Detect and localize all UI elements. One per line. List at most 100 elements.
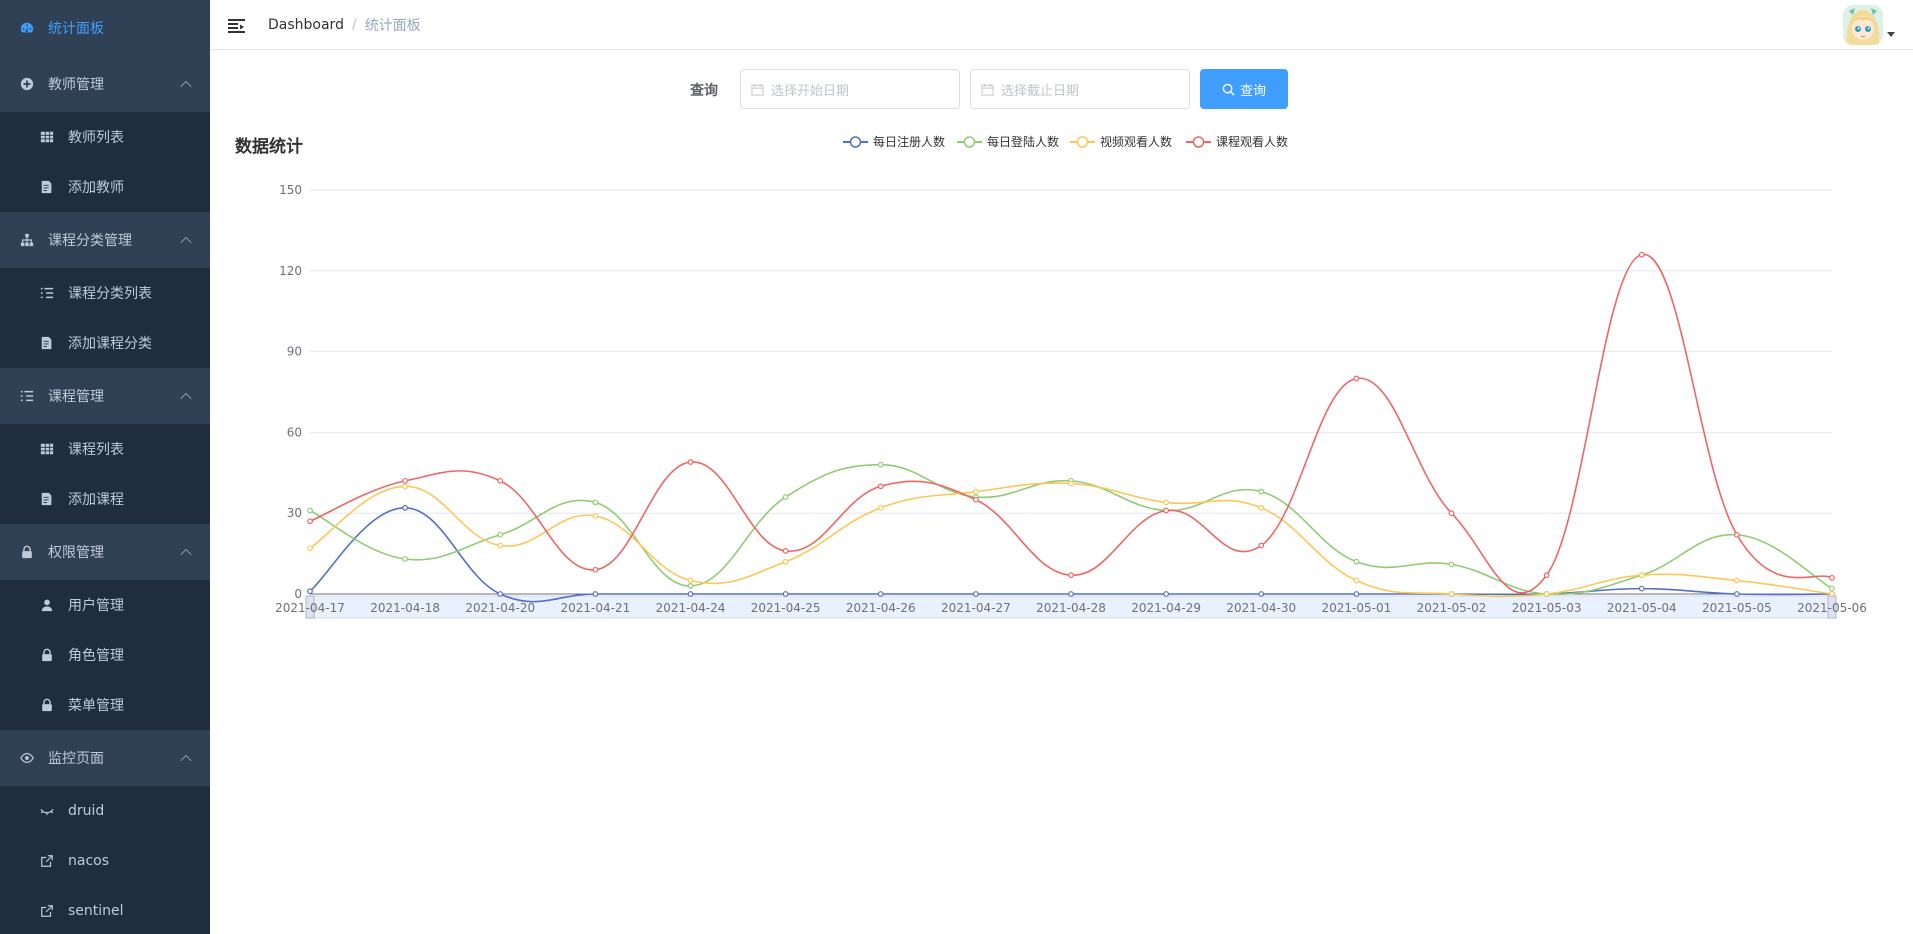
end-date-input[interactable]: 选择截止日期 (970, 69, 1190, 109)
sidebar-item-role-management[interactable]: 角色管理 (0, 630, 210, 680)
x-tick-label: 2021-04-25 (751, 601, 821, 615)
legend-marker (1076, 136, 1089, 148)
data-point (1638, 572, 1645, 579)
breadcrumb-current: 统计面板 (364, 18, 421, 34)
submenu-title-label: 教师管理 (48, 77, 104, 93)
submenu-title-label: 监控页面 (48, 751, 104, 767)
lock-icon (40, 698, 54, 712)
sidebar-item-dashboard[interactable]: 统计面板 (0, 0, 210, 56)
sidebar-item-druid[interactable]: druid (0, 786, 210, 836)
start-date-placeholder: 选择开始日期 (771, 83, 850, 99)
submenu-course-category[interactable]: 课程分类管理 (0, 212, 210, 268)
sidebar-item-add-course[interactable]: 添加课程 (0, 474, 210, 524)
sidebar-item-user-management[interactable]: 用户管理 (0, 580, 210, 630)
eye-closed-icon (40, 804, 54, 818)
chevron-up-icon (180, 754, 192, 767)
x-tick-label: 2021-04-26 (846, 601, 916, 615)
data-point (687, 591, 694, 597)
legend-label: 每日注册人数 (873, 134, 945, 149)
external-link-icon (40, 854, 54, 868)
sidebar-item-label: nacos (68, 853, 110, 869)
breadcrumb-dashboard[interactable]: Dashboard (268, 17, 344, 33)
sidebar-item-add-category[interactable]: 添加课程分类 (0, 318, 210, 368)
x-tick-label: 2021-04-30 (1226, 601, 1296, 615)
data-point (1829, 574, 1835, 581)
avatar[interactable] (1843, 5, 1883, 45)
data-point (1068, 572, 1074, 579)
sidebar-item-sentinel[interactable]: sentinel (0, 886, 210, 934)
submenu-course[interactable]: 课程管理 (0, 368, 210, 424)
submenu-title-label: 课程管理 (48, 389, 104, 405)
x-tick-label: 2021-04-21 (561, 601, 631, 615)
y-tick-label: 30 (287, 506, 302, 520)
data-point (1353, 577, 1360, 584)
x-tick-label: 2021-04-20 (465, 601, 535, 615)
y-tick-label: 150 (279, 183, 302, 197)
data-point (1448, 591, 1455, 597)
legend-label: 视频观看人数 (1100, 134, 1172, 149)
sidebar: 统计面板 教师管理 教师列表 添加教师 课程分类管 (0, 0, 210, 934)
data-point (1448, 510, 1455, 517)
data-point (307, 518, 313, 525)
submenu-monitor[interactable]: 监控页面 (0, 730, 210, 786)
sidebar-item-course-list[interactable]: 课程列表 (0, 424, 210, 474)
sidebar-item-add-teacher[interactable]: 添加教师 (0, 162, 210, 212)
line-chart: 0 30 60 90 120 150 2021-04-17 2021-04-18 2021-04… (275, 134, 1867, 619)
legend-marker (963, 136, 976, 148)
data-point (497, 477, 504, 484)
query-button[interactable]: 查询 (1200, 69, 1288, 109)
sidebar-item-nacos[interactable]: nacos (0, 836, 210, 886)
y-tick-label: 90 (287, 345, 302, 359)
table-icon (40, 442, 54, 456)
submenu-teacher[interactable]: 教师管理 (0, 56, 210, 112)
legend-item: 视频观看人数 (1070, 134, 1172, 149)
data-point (972, 591, 979, 597)
hamburger-icon[interactable] (227, 18, 247, 34)
edit-document-icon (40, 492, 54, 506)
dashboard-icon (20, 21, 34, 35)
x-tick-label: 2021-04-29 (1131, 601, 1201, 615)
start-date-input[interactable]: 选择开始日期 (740, 69, 960, 109)
sidebar-item-label: 用户管理 (68, 598, 124, 614)
submenu-permission[interactable]: 权限管理 (0, 524, 210, 580)
data-point (497, 531, 504, 538)
data-point (877, 483, 884, 490)
lock-icon (40, 648, 54, 662)
sidebar-item-category-list[interactable]: 课程分类列表 (0, 268, 210, 318)
sidebar-item-label: 课程分类列表 (68, 286, 152, 302)
sidebar-item-menu-management[interactable]: 菜单管理 (0, 680, 210, 730)
data-point (307, 588, 313, 595)
edit-document-icon (40, 180, 54, 194)
calendar-icon (981, 83, 994, 96)
data-point (497, 591, 504, 597)
data-point (1733, 531, 1740, 538)
data-point (782, 548, 789, 554)
data-point (972, 496, 979, 503)
table-icon (40, 130, 54, 144)
caret-down-icon[interactable] (1887, 32, 1895, 37)
sidebar-item-label: 课程列表 (68, 442, 124, 458)
legend-item: 课程观看人数 (1186, 134, 1288, 149)
submenu-title-label: 权限管理 (48, 545, 104, 561)
legend-item: 每日登陆人数 (957, 134, 1059, 149)
data-point (402, 477, 409, 484)
sidebar-item-teacher-list[interactable]: 教师列表 (0, 112, 210, 162)
data-point (972, 488, 979, 495)
x-tick-label: 2021-04-24 (656, 601, 726, 615)
data-point (1638, 251, 1645, 258)
data-point (1638, 585, 1645, 592)
data-point (592, 591, 599, 597)
submenu-title-label: 课程分类管理 (48, 233, 132, 249)
data-point (1068, 480, 1074, 487)
data-point (497, 542, 504, 549)
y-tick-label: 0 (294, 587, 302, 601)
data-point (592, 512, 599, 519)
data-point (1163, 499, 1170, 506)
external-link-icon (40, 904, 54, 918)
data-point (1353, 591, 1360, 597)
data-point (307, 507, 313, 514)
data-point (687, 459, 694, 465)
sidebar-item-label: 添加课程分类 (68, 336, 152, 352)
legend-marker (1192, 136, 1205, 148)
eye-icon (20, 751, 34, 765)
